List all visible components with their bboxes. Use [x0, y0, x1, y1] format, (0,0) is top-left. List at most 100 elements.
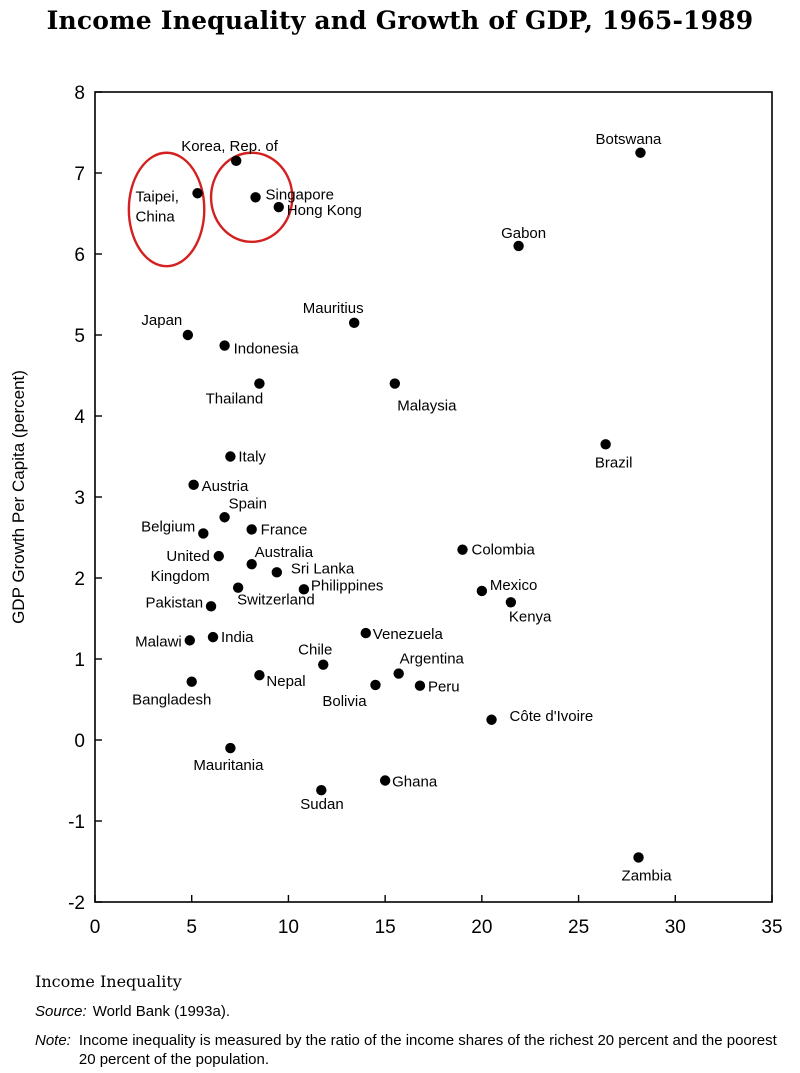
note-label: Note:: [35, 1032, 71, 1049]
x-tick-label: 35: [761, 917, 782, 938]
point-label: Hong Kong: [287, 202, 362, 219]
y-tick-label: 2: [74, 569, 85, 590]
data-point: [360, 627, 371, 639]
point-label: Bolivia: [322, 693, 367, 710]
source-line: Source: World Bank (1993a).: [35, 1003, 230, 1020]
data-point: [219, 340, 230, 351]
data-point: [198, 528, 209, 539]
data-point: [213, 550, 224, 562]
data-point: [271, 567, 283, 578]
data-point: [207, 631, 219, 643]
data-point: [219, 512, 230, 523]
data-point: [184, 635, 195, 646]
point-label: Ghana: [392, 774, 438, 791]
data-point: [635, 147, 646, 158]
data-point: [298, 584, 310, 595]
point-label: Spain: [229, 495, 267, 512]
y-tick-label: 5: [74, 326, 85, 347]
point-label: Thailand: [206, 391, 264, 408]
data-point: [505, 597, 517, 608]
point-label: Kingdom: [151, 568, 210, 585]
data-point: [205, 601, 217, 612]
note-text: Income inequality is measured by the rat…: [78, 1032, 777, 1068]
chart-title: Income Inequality and Growth of GDP, 196…: [46, 6, 754, 35]
y-tick-label: -1: [68, 812, 85, 833]
point-label: Brazil: [595, 454, 633, 471]
point-label: France: [261, 521, 308, 538]
source-text: World Bank (1993a).: [92, 1003, 230, 1020]
y-tick-label: 1: [74, 650, 85, 671]
data-point: [225, 742, 236, 754]
point-label: Nepal: [266, 673, 305, 690]
point-label: Australia: [255, 544, 314, 561]
data-point: [476, 585, 488, 597]
data-point: [348, 317, 360, 329]
data-point: [192, 188, 203, 199]
point-label: Korea, Rep. of: [181, 138, 279, 155]
point-label: Mauritania: [193, 757, 264, 774]
point-label: Indonesia: [234, 341, 300, 358]
data-point: [393, 668, 404, 679]
data-point: [633, 852, 644, 863]
data-point: [188, 479, 199, 491]
x-tick-label: 15: [375, 917, 396, 938]
data-point: [254, 378, 265, 389]
y-tick-label: 4: [74, 407, 85, 428]
data-point: [457, 544, 468, 555]
data-point: [254, 670, 265, 681]
data-point: [600, 439, 611, 450]
point-label: Belgium: [141, 518, 195, 535]
point-label: Switzerland: [237, 592, 315, 609]
x-tick-label: 5: [186, 917, 197, 938]
data-point: [232, 582, 244, 593]
point-label: Taipei,: [136, 188, 179, 205]
data-point: [370, 679, 381, 691]
data-point: [389, 378, 401, 389]
x-tick-label: 25: [568, 917, 589, 938]
highlight-circle-0: [127, 151, 206, 268]
point-label: Chile: [298, 642, 332, 659]
data-point: [513, 240, 524, 252]
point-label: Mexico: [490, 577, 538, 594]
data-point: [486, 714, 497, 725]
point-label: Kenya: [509, 608, 552, 625]
data-point: [231, 155, 242, 167]
point-label: Pakistan: [146, 594, 204, 611]
point-label: Sudan: [300, 796, 343, 813]
point-label: Austria: [202, 478, 249, 495]
x-tick-label: 20: [471, 917, 492, 938]
x-axis-label: Income Inequality: [35, 972, 182, 991]
point-label: Peru: [428, 679, 460, 696]
point-label: Botswana: [596, 131, 663, 148]
note-line: Note: Income inequality is measured by th…: [35, 1031, 795, 1069]
data-point: [273, 201, 284, 213]
x-tick-label: 0: [90, 917, 101, 938]
data-point: [246, 524, 257, 535]
point-label: Sri Lanka: [291, 560, 355, 577]
x-tick-label: 30: [665, 917, 686, 938]
point-label: Gabon: [501, 225, 546, 242]
point-label: Argentina: [400, 651, 465, 668]
y-tick-label: 6: [74, 245, 85, 266]
data-point: [414, 680, 426, 691]
y-tick-label: 3: [74, 488, 85, 509]
point-label: Côte d'Ivoire: [510, 708, 594, 725]
point-label: Venezuela: [373, 626, 444, 643]
highlight-circles: [127, 151, 294, 268]
point-label: Japan: [141, 312, 182, 329]
point-label: Mauritius: [303, 300, 364, 317]
point-label: Italy: [238, 449, 266, 466]
y-tick-label: 0: [74, 731, 85, 752]
point-label: Philippines: [311, 577, 384, 594]
point-label: Bangladesh: [132, 692, 211, 709]
data-point: [379, 775, 391, 786]
point-label: China: [136, 208, 176, 225]
y-axis-label: GDP Growth Per Capita (percent): [9, 370, 28, 624]
point-label: Singapore: [266, 186, 334, 203]
point-label: India: [221, 629, 254, 646]
data-point: [225, 451, 236, 462]
point-label: United: [166, 548, 209, 565]
point-label: Zambia: [622, 867, 673, 884]
